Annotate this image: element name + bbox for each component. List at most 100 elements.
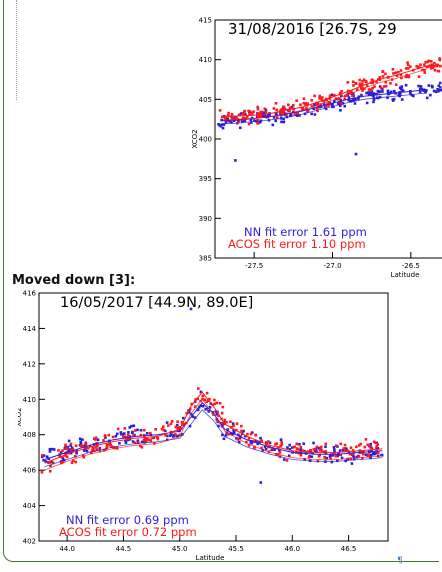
acos-point	[59, 460, 63, 464]
acos-point	[358, 78, 362, 82]
acos-point	[230, 117, 234, 121]
acos-point	[321, 450, 324, 453]
nn-point	[172, 435, 175, 438]
acos-point	[126, 433, 130, 437]
nn-point	[243, 112, 247, 116]
nn-point	[288, 448, 292, 451]
acos-point	[133, 441, 137, 445]
nn-point	[205, 407, 208, 411]
nn-point	[118, 442, 121, 445]
acos-point	[174, 433, 177, 436]
nn-point	[339, 98, 342, 102]
acos-point	[394, 83, 398, 87]
nn-point	[333, 100, 336, 103]
acos-point	[249, 432, 253, 436]
nn-point	[140, 440, 144, 444]
acos-point	[218, 401, 222, 405]
acos-point	[424, 61, 428, 64]
acos-point	[328, 94, 332, 98]
nn-point	[47, 457, 51, 461]
nn-point	[219, 124, 223, 128]
nn-point	[59, 451, 63, 454]
x-tick-label: 46.5	[341, 545, 357, 553]
acos-point	[253, 445, 256, 449]
acos-point	[213, 398, 216, 402]
nn-point	[169, 432, 173, 436]
acos-point	[365, 84, 369, 87]
nn-point	[45, 455, 49, 459]
acos-point	[279, 444, 283, 448]
x-tick-label: -27.0	[323, 262, 341, 270]
acos-point	[318, 448, 322, 452]
acos-point	[239, 424, 243, 428]
acos-point	[323, 104, 327, 108]
acos-point	[354, 82, 358, 85]
y-tick-label: 410	[199, 56, 212, 64]
nn-point	[230, 121, 233, 124]
y-tick-label: 402	[23, 538, 36, 546]
nn-point	[237, 433, 240, 437]
acos-point	[160, 427, 164, 431]
acos-point	[384, 72, 387, 76]
acos-point	[364, 438, 368, 441]
acos-point	[340, 90, 343, 93]
y-tick-label: 404	[23, 502, 37, 510]
acos-point	[362, 78, 366, 81]
nn-point	[429, 93, 432, 97]
acos-point	[349, 446, 353, 449]
acos-point	[374, 441, 377, 445]
acos-point	[274, 443, 277, 446]
acos-point	[74, 460, 78, 464]
acos-point	[48, 461, 52, 464]
acos-point	[64, 454, 68, 458]
acos-point	[275, 116, 279, 120]
acos-point	[170, 420, 174, 423]
nn-fit-line-lower	[44, 409, 383, 467]
acos-point	[295, 99, 298, 102]
nn-point	[235, 436, 238, 440]
acos-point	[351, 94, 354, 98]
acos-point	[239, 434, 243, 438]
nn-point	[270, 448, 274, 452]
acos-point	[293, 445, 296, 449]
nn-point	[346, 457, 350, 461]
nn-point	[380, 453, 383, 457]
nn-point	[409, 91, 412, 95]
nn-point	[347, 96, 351, 99]
acos-point	[433, 61, 436, 65]
acos-point	[343, 97, 346, 101]
acos-point	[82, 455, 86, 459]
acos-point	[433, 68, 437, 72]
acos-point	[139, 433, 143, 437]
acos-point	[429, 67, 433, 70]
nn-point	[175, 423, 179, 427]
acos-point	[304, 103, 307, 107]
acos-point	[423, 71, 427, 74]
acos-point	[342, 447, 346, 450]
acos-point	[293, 113, 297, 116]
acos-point	[429, 65, 433, 68]
chart-xco2-2016: 385 390 395 400 405 410 415 -27.5 -27.0 -26.5Lati…	[191, 17, 442, 279]
nn-point	[353, 102, 357, 105]
acos-point	[343, 443, 347, 447]
acos-point	[367, 454, 370, 458]
acos-point	[285, 459, 289, 462]
nn-point	[310, 112, 313, 116]
nn-point	[333, 448, 336, 452]
nn-point	[232, 429, 235, 432]
acos-point	[60, 455, 64, 459]
acos-point	[256, 112, 260, 116]
acos-point	[310, 98, 314, 102]
chart-xco2-2017: 402 404 406 408 410 412 414 416 44.0 44.5 45.0 45.5…	[18, 290, 389, 562]
acos-point	[439, 64, 442, 68]
acos-point	[307, 455, 311, 459]
acos-fit-error-label: ACOS fit error 0.72 ppm	[59, 525, 197, 539]
nn-point	[221, 433, 224, 437]
nn-point	[145, 437, 148, 441]
nn-point	[365, 101, 369, 105]
nn-point	[64, 445, 67, 448]
acos-point	[40, 470, 44, 474]
acos-point	[169, 422, 173, 426]
acos-point	[161, 425, 165, 429]
nn-point	[238, 126, 242, 130]
